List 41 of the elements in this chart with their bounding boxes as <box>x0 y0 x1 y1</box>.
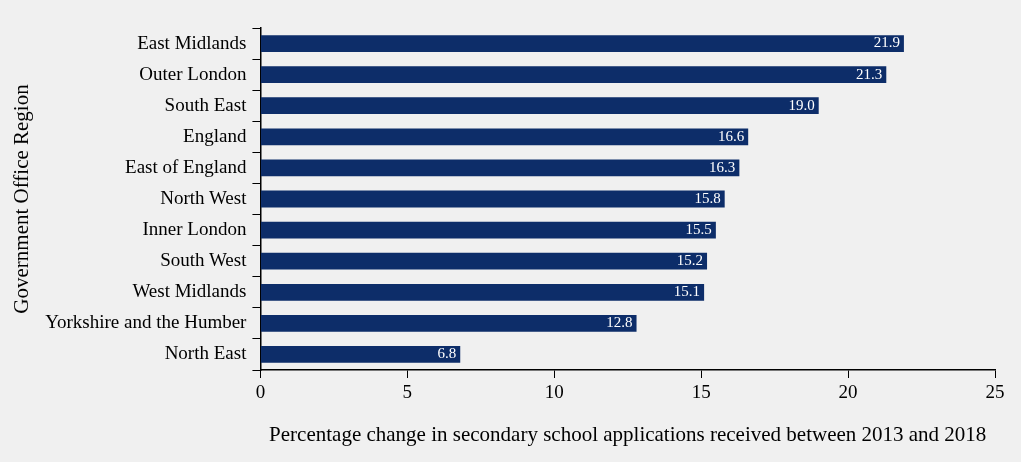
y-tick-label: Yorkshire and the Humber <box>45 311 248 333</box>
bar <box>260 314 637 332</box>
data-label: 21.3 <box>856 65 883 82</box>
bar <box>260 159 740 177</box>
y-tick-label: South West <box>160 249 248 271</box>
y-tick-label: Inner London <box>142 218 247 240</box>
data-label: 6.8 <box>437 345 457 362</box>
x-tick-label: 0 <box>255 381 266 403</box>
bar <box>260 221 716 239</box>
bar <box>260 66 887 84</box>
y-tick-label: East Midlands <box>137 31 247 53</box>
x-tick-label: 20 <box>838 381 858 403</box>
y-tick-label: East of England <box>125 155 247 177</box>
y-tick-label: South East <box>164 93 248 115</box>
y-tick-label: North West <box>160 186 248 208</box>
data-label: 15.5 <box>685 221 712 238</box>
y-tick-label: Outer London <box>139 62 247 84</box>
bar <box>260 190 725 208</box>
y-tick-label: West Midlands <box>132 280 247 302</box>
data-label: 19.0 <box>788 96 815 113</box>
data-label: 15.1 <box>673 283 701 300</box>
bar <box>260 283 705 301</box>
bar <box>260 346 461 363</box>
data-label: 16.6 <box>717 127 745 144</box>
bar <box>260 252 708 270</box>
data-label: 16.3 <box>709 158 736 175</box>
x-tick-label: 15 <box>691 381 711 403</box>
y-tick-label: England <box>183 124 247 146</box>
data-label: 15.2 <box>676 252 704 269</box>
y-axis-title: Government Office Region <box>9 83 34 314</box>
data-label: 21.9 <box>873 34 900 51</box>
x-tick-label: 10 <box>544 381 564 403</box>
x-tick-label: 5 <box>402 381 413 403</box>
bar <box>260 128 749 146</box>
bar <box>260 35 904 52</box>
x-axis-title: Percentage change in secondary school applications received between 2013 and 2018 <box>269 421 987 446</box>
y-tick-label: North East <box>164 342 248 364</box>
bar <box>260 97 819 115</box>
data-label: 12.8 <box>606 314 633 331</box>
data-label: 15.8 <box>694 189 721 206</box>
x-tick-label: 25 <box>985 381 1005 403</box>
